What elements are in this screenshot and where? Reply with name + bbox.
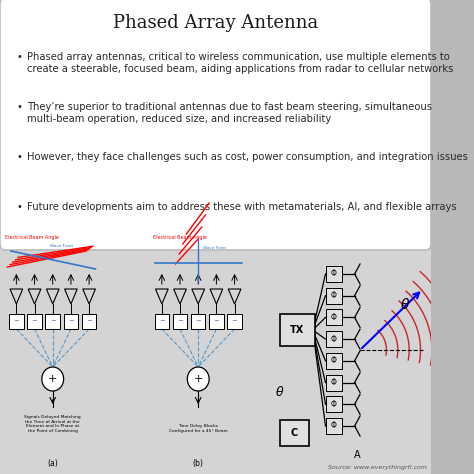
Text: Electrical Beam Angle: Electrical Beam Angle [153,235,207,240]
Text: Φ: Φ [331,400,337,409]
Text: TX: TX [290,325,304,335]
Text: ~: ~ [68,319,74,325]
Bar [228,314,242,329]
Bar [9,314,24,329]
Text: C: C [291,428,298,438]
Text: Wave Front: Wave Front [203,246,226,250]
Bar [0,246,431,474]
Bar [326,266,342,282]
Bar [64,314,78,329]
Text: ~: ~ [86,319,92,325]
Text: Future developments aim to address these with metamaterials, AI, and flexible ar: Future developments aim to address these… [27,202,457,212]
FancyBboxPatch shape [0,0,431,250]
Text: •: • [17,52,22,62]
Text: ~: ~ [232,319,237,325]
Bar [326,374,342,391]
Text: Φ: Φ [331,421,337,430]
Text: However, they face challenges such as cost, power consumption, and integration i: However, they face challenges such as co… [27,152,468,162]
Text: Time Delay Blocks
Configured for a 45° Beam: Time Delay Blocks Configured for a 45° B… [169,424,228,433]
Text: (b): (b) [193,459,204,468]
Text: ~: ~ [13,319,19,325]
Text: Φ: Φ [331,378,337,387]
Bar [173,314,187,329]
Text: They’re superior to traditional antennas due to fast beam steering, simultaneous: They’re superior to traditional antennas… [27,102,432,124]
Text: +: + [193,374,203,384]
Bar [326,310,342,326]
Bar [326,396,342,412]
Text: A: A [354,450,361,460]
Text: ~: ~ [177,319,183,325]
Bar [326,353,342,369]
Text: Source: www.everythingrfl.com: Source: www.everythingrfl.com [328,465,428,470]
FancyBboxPatch shape [280,314,315,346]
Text: +: + [48,374,57,384]
Text: ~: ~ [32,319,37,325]
Text: Φ: Φ [331,335,337,344]
Text: ~: ~ [213,319,219,325]
Text: (a): (a) [47,459,58,468]
Circle shape [42,367,64,391]
Text: Phased array antennas, critical to wireless communication, use multiple elements: Phased array antennas, critical to wirel… [27,52,454,73]
Text: Φ: Φ [331,313,337,322]
Bar [326,331,342,347]
Text: ~: ~ [195,319,201,325]
Bar [27,314,42,329]
Bar [46,314,60,329]
Bar [191,314,206,329]
Text: Φ: Φ [331,270,337,279]
Text: •: • [17,102,22,112]
Text: ~: ~ [50,319,55,325]
Text: $\theta$: $\theta$ [274,385,284,399]
Text: Wave Front: Wave Front [50,244,73,248]
Bar [209,314,224,329]
Bar [326,418,342,434]
Bar [155,314,169,329]
Text: Phased Array Antenna: Phased Array Antenna [113,14,318,32]
Text: ~: ~ [159,319,165,325]
Text: •: • [17,202,22,212]
Circle shape [187,367,209,391]
Text: Φ: Φ [331,356,337,365]
Text: Electrical Beam Angle: Electrical Beam Angle [5,235,58,240]
Text: Signals Delayed Matching
the Time of Arrival at the
Element and In Phase at
the : Signals Delayed Matching the Time of Arr… [24,415,81,433]
Text: Φ: Φ [331,291,337,300]
Text: $\theta$: $\theta$ [400,297,410,312]
Bar [326,288,342,304]
Bar [82,314,96,329]
FancyBboxPatch shape [280,420,309,446]
Text: •: • [17,152,22,162]
